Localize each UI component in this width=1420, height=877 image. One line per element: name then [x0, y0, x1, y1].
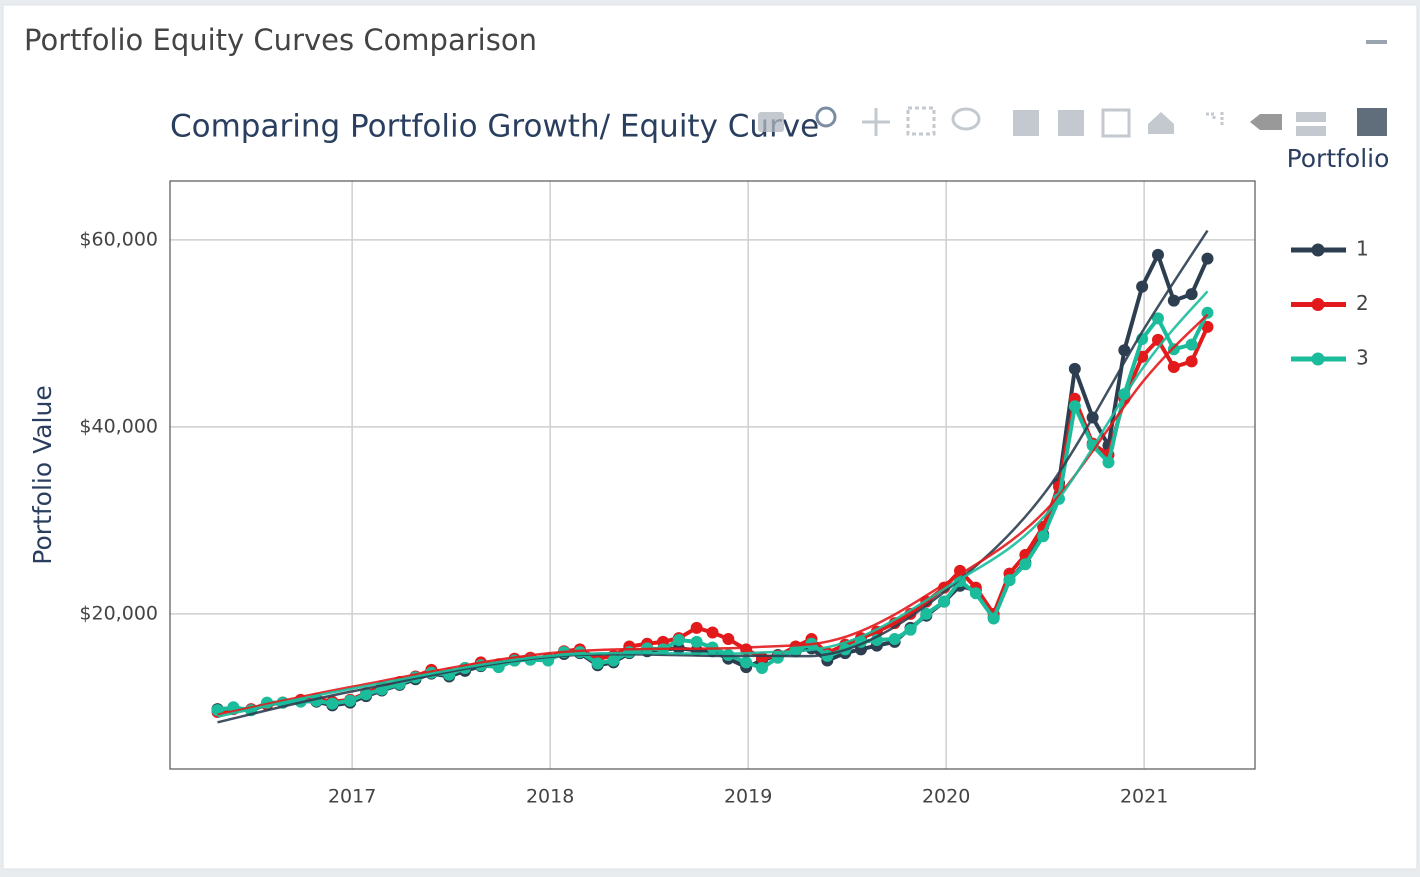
- zoom-out-button[interactable]: [1058, 110, 1084, 136]
- series-point: [1167, 361, 1180, 374]
- plotly-logo[interactable]: [1357, 108, 1387, 136]
- series-point: [1185, 355, 1198, 368]
- trend-line: [217, 313, 1209, 717]
- series-point: [1201, 252, 1214, 265]
- series-point: [1102, 456, 1115, 469]
- series-point: [690, 635, 703, 648]
- legend-label: 1: [1356, 237, 1369, 261]
- trend-line: [217, 229, 1209, 724]
- camera-button[interactable]: [758, 112, 784, 132]
- series-point: [1003, 574, 1016, 587]
- y-axis-title: Portfolio Value: [28, 385, 57, 564]
- series-point: [1068, 400, 1081, 413]
- series-point: [591, 657, 604, 670]
- card-title: Portfolio Equity Curves Comparison: [24, 23, 537, 57]
- spike-button[interactable]: [1206, 112, 1224, 126]
- x-tick-label: 2018: [526, 786, 574, 808]
- series-point: [755, 662, 768, 675]
- series-point: [1185, 288, 1198, 301]
- legend-label: 3: [1356, 346, 1369, 370]
- series-point: [1151, 312, 1164, 325]
- legend-marker: [1311, 243, 1325, 257]
- series-point: [740, 656, 753, 669]
- zoom-in-button[interactable]: [1013, 110, 1039, 136]
- pan-button[interactable]: [862, 108, 890, 136]
- series-point: [1185, 338, 1198, 351]
- series-point: [690, 621, 703, 634]
- series-point: [706, 626, 719, 639]
- autoscale-button[interactable]: [1101, 108, 1131, 138]
- series-point: [344, 694, 357, 707]
- hover-compare-button[interactable]: [1296, 112, 1326, 136]
- hover-closest-button[interactable]: [1250, 114, 1282, 130]
- x-tick-label: 2020: [922, 786, 970, 808]
- series-point: [1136, 280, 1149, 293]
- series-point: [938, 595, 951, 608]
- select-button[interactable]: [906, 106, 936, 136]
- series-point: [771, 651, 784, 664]
- series-point: [1151, 248, 1164, 261]
- x-tick-label: 2021: [1120, 786, 1168, 808]
- reset-button[interactable]: [1148, 112, 1174, 134]
- legend-marker: [1311, 352, 1325, 366]
- zoom-button[interactable]: [815, 106, 837, 128]
- minimize-button[interactable]: [1366, 40, 1387, 44]
- series-point: [1118, 344, 1131, 357]
- series-point: [672, 633, 685, 646]
- y-tick-label: $20,000: [79, 602, 158, 624]
- legend-title: Portfolio: [1287, 144, 1390, 173]
- series-point: [1201, 306, 1214, 319]
- series-point: [1037, 530, 1050, 543]
- trend-line: [217, 290, 1209, 718]
- x-tick-label: 2017: [328, 786, 376, 808]
- chart-title: Comparing Portfolio Growth/ Equity Curve: [170, 109, 819, 145]
- lasso-button[interactable]: [951, 107, 981, 131]
- legend-marker: [1311, 298, 1325, 311]
- series-point: [326, 697, 339, 710]
- series-point: [722, 633, 735, 646]
- series-point: [607, 654, 620, 667]
- plot-frame: [169, 180, 1256, 770]
- series-point: [1201, 320, 1214, 333]
- modebar: [758, 106, 1387, 138]
- series-point: [904, 623, 917, 636]
- series-point: [1019, 558, 1032, 571]
- series-point: [987, 612, 1000, 625]
- series-point: [360, 688, 373, 701]
- card: [2, 4, 1418, 870]
- y-tick-label: $60,000: [79, 228, 158, 250]
- series-point: [1167, 294, 1180, 307]
- y-tick-label: $40,000: [79, 415, 158, 437]
- series-point: [920, 607, 933, 620]
- x-tick-label: 2019: [724, 786, 772, 808]
- series-point: [1068, 362, 1081, 375]
- legend-label: 2: [1356, 291, 1369, 315]
- series-point: [969, 587, 982, 600]
- series-point: [888, 633, 901, 646]
